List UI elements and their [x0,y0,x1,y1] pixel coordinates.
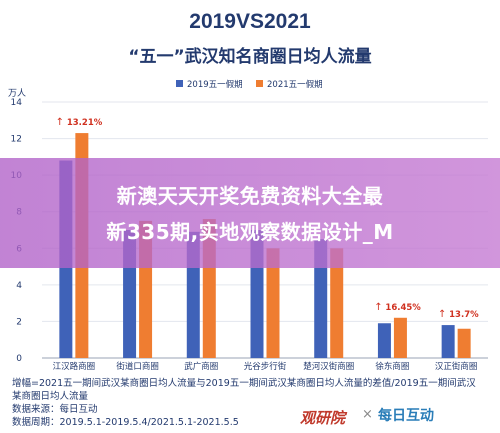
brand-logo-right: 每日互动 [378,408,434,424]
bar-1-4 [330,248,344,358]
legend-label-1: 2021五一假期 [267,80,323,90]
banner-line-1: 新澳天天开奖免费资料大全最 [116,184,384,208]
bar-1-3 [266,248,280,358]
x-tick-label: 武广商圈 [184,361,218,372]
y-axis-unit: 万人 [8,88,26,99]
bar-0-4 [314,239,328,358]
x-tick-label: 街道口商圈 [116,361,159,372]
growth-label-0: 13.21% [67,118,103,128]
bar-0-5 [377,323,391,358]
x-tick-label: 汉正街商圈 [435,361,478,372]
growth-arrow-icon: ↑ [374,302,382,313]
brand-logo-left: 观研院 [300,409,346,427]
legend-label-0: 2019五一假期 [187,80,243,90]
y-tick-label: 2 [16,317,22,327]
bar-0-6 [441,325,455,358]
bar-1-5 [393,317,407,358]
x-tick-label: 徐东商圈 [375,361,409,372]
overlay-banner: 新澳天天开奖免费资料大全最 新335期,实地观察数据设计_M [0,158,500,268]
brand-separator: × [362,407,373,422]
legend-swatch-1 [256,80,263,87]
growth-arrow-icon: ↑ [56,117,64,128]
bar-1-6 [457,328,471,358]
data-source: 数据来源：每日互动 [12,404,98,415]
chart-title: 2019VS2021 [189,10,311,33]
x-tick-label: 江汉路商圈 [53,361,96,372]
y-tick-label: 4 [16,281,22,291]
y-tick-label: 0 [16,354,22,364]
data-period: 数据周期：2019.5.1-2019.5.4/2021.5.1-2021.5.5 [12,417,239,428]
y-tick-label: 12 [11,135,22,145]
banner-line-2: 新335期,实地观察数据设计_M [106,220,394,244]
legend-swatch-0 [176,80,183,87]
y-tick-label: 14 [11,98,23,108]
x-tick-label: 楚河汉街商圈 [303,361,354,372]
growth-arrow-icon: ↑ [438,309,446,320]
footnote-line-2: 某商圈日均人流量 [12,391,89,402]
growth-label-1: 16.45% [385,303,421,313]
chart-subtitle: “五一”武汉知名商圈日均人流量 [128,47,372,67]
x-tick-label: 光谷步行街 [244,361,287,372]
footnote-line-1: 增幅=2021五一期间武汉某商圈日均人流量与2019五一期间武汉某商圈日均人流量… [12,378,476,389]
growth-label-2: 13.7% [449,310,479,320]
